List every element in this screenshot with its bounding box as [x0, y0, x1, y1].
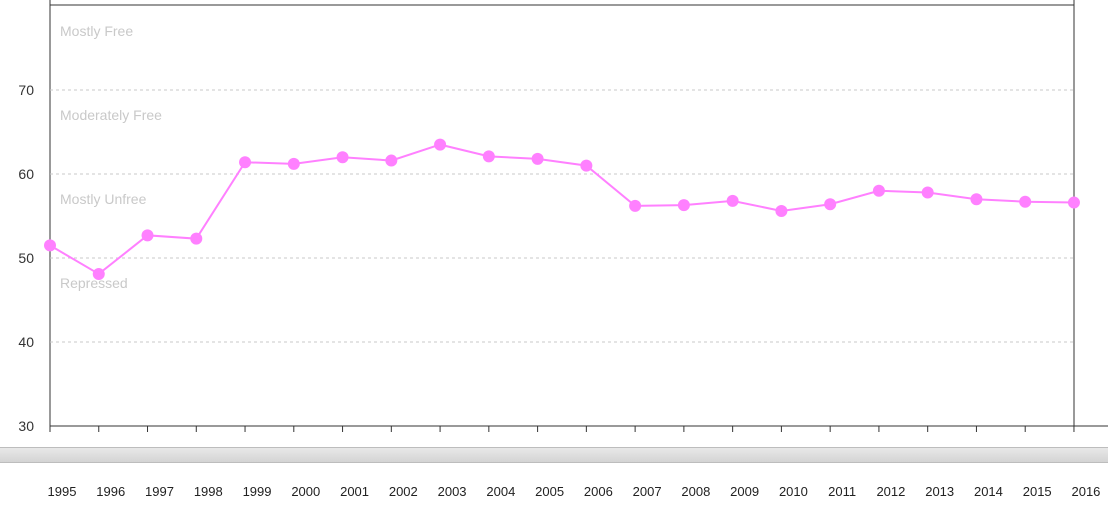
x-tick-label: 2010 — [779, 484, 808, 499]
band-label: Repressed — [60, 275, 128, 291]
data-point — [44, 239, 56, 252]
data-point — [239, 156, 252, 169]
band-labels: Mostly Free Moderately Free Mostly Unfree R… — [60, 23, 162, 291]
y-tick-label: 70 — [18, 82, 34, 98]
y-tick-label: 60 — [18, 166, 34, 182]
data-point — [872, 184, 885, 197]
data-point — [580, 159, 593, 172]
data-point — [921, 186, 934, 199]
x-tick-label: 2013 — [925, 484, 954, 499]
x-tick-label: 2016 — [1071, 484, 1100, 499]
data-point — [336, 151, 349, 164]
x-tick-label: 1999 — [243, 484, 272, 499]
band-label: Mostly Free — [60, 23, 133, 39]
data-point — [531, 152, 544, 165]
x-tick-label: 1997 — [145, 484, 174, 499]
data-point — [287, 157, 300, 170]
data-point — [775, 204, 788, 217]
data-point — [190, 232, 203, 245]
y-tick-label: 50 — [18, 250, 34, 266]
x-tick-label: 2002 — [389, 484, 418, 499]
x-axis: 1995 1996 1997 1998 1999 2000 2001 2002 2003 2004… — [48, 426, 1100, 499]
data-point — [482, 150, 495, 163]
data-point — [824, 198, 837, 211]
band-label: Moderately Free — [60, 107, 162, 123]
data-point — [141, 229, 154, 242]
plot-frame — [49, 0, 1108, 427]
x-tick-label: 1998 — [194, 484, 223, 499]
gridlines — [50, 89, 1074, 343]
x-tick-label: 2003 — [438, 484, 467, 499]
band-label: Mostly Unfree — [60, 191, 147, 207]
x-tick-label: 1995 — [48, 484, 77, 499]
x-tick-label: 2008 — [681, 484, 710, 499]
data-point — [434, 138, 447, 151]
x-tick-label: 2011 — [828, 484, 856, 499]
series-line — [49, 143, 1074, 276]
x-tick-label: 2005 — [535, 484, 564, 499]
x-tick-label: 2004 — [486, 484, 515, 499]
x-tick-label: 2000 — [291, 484, 320, 499]
data-point — [1019, 195, 1032, 208]
data-point — [970, 193, 983, 206]
x-tick-label: 1996 — [96, 484, 125, 499]
y-tick-label: 40 — [18, 334, 34, 350]
x-tick-label: 2012 — [876, 484, 905, 499]
y-tick-label: 30 — [18, 418, 34, 434]
x-tick-label: 2007 — [633, 484, 662, 499]
x-tick-label: 2009 — [730, 484, 759, 499]
data-point — [1067, 196, 1080, 209]
x-tick-label: 2015 — [1023, 484, 1052, 499]
data-point — [385, 154, 398, 167]
series-group — [44, 138, 1080, 280]
y-axis: 30 40 50 60 70 — [18, 82, 34, 434]
horizontal-scrollbar[interactable] — [0, 447, 1108, 463]
x-tick-label: 2014 — [974, 484, 1003, 499]
data-point — [629, 199, 642, 212]
data-point — [92, 267, 105, 280]
data-point — [677, 199, 690, 212]
data-point — [726, 194, 739, 207]
x-tick-label: 2006 — [584, 484, 613, 499]
x-tick-label: 2001 — [340, 484, 369, 499]
